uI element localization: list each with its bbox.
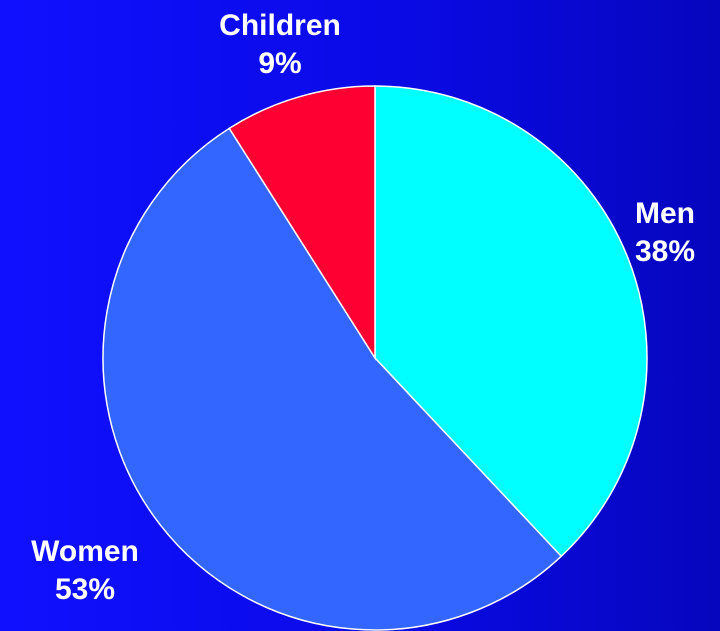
pie-slice-women — [102, 127, 563, 631]
slice-label-women: Women 53% — [10, 533, 160, 609]
slice-label-men: Men 38% — [600, 195, 720, 271]
slice-value-children: 9% — [258, 47, 302, 80]
pie-slice-men — [374, 85, 648, 558]
pie-slice-children — [228, 85, 376, 361]
slice-name-women: Women — [31, 535, 139, 568]
slice-name-men: Men — [635, 197, 695, 230]
slice-value-men: 38% — [634, 235, 696, 268]
slice-name-children: Children — [219, 9, 341, 42]
slice-value-women: 53% — [54, 573, 116, 606]
slice-label-children: Children 9% — [195, 7, 365, 83]
